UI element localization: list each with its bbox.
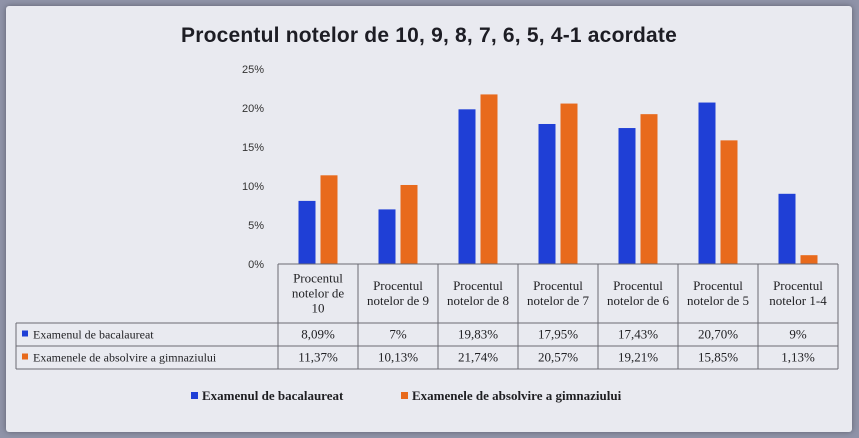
data-label: 17,95% bbox=[538, 327, 578, 342]
legend-key-1 bbox=[401, 392, 408, 399]
series-name: Examenul de bacalaureat bbox=[33, 328, 154, 342]
chart-frame: Procentul notelor de 10, 9, 8, 7, 6, 5, … bbox=[6, 6, 852, 432]
data-label: 15,85% bbox=[698, 350, 738, 365]
bar-bacalaureat-0 bbox=[298, 200, 316, 264]
bar-gimnaziu-1 bbox=[400, 184, 418, 264]
data-label: 19,21% bbox=[618, 350, 658, 365]
data-label: 21,74% bbox=[458, 350, 498, 365]
data-label: 8,09% bbox=[301, 327, 335, 342]
category-label: 10 bbox=[312, 301, 325, 316]
category-label: Procentul bbox=[773, 278, 823, 293]
series-name: Examenele de absolvire a gimnaziului bbox=[33, 351, 217, 365]
y-tick-label: 20% bbox=[242, 103, 264, 115]
category-label: notelor de 8 bbox=[447, 293, 509, 308]
category-label: notelor de 9 bbox=[367, 293, 429, 308]
bar-gimnaziu-3 bbox=[560, 103, 578, 264]
bar-gimnaziu-4 bbox=[640, 114, 658, 264]
bar-bacalaureat-3 bbox=[538, 123, 556, 265]
category-label: notelor de 6 bbox=[607, 293, 670, 308]
category-label: notelor de 7 bbox=[527, 293, 590, 308]
category-label: Procentul bbox=[293, 271, 343, 286]
data-label: 17,43% bbox=[618, 327, 658, 342]
category-label: notelor de 5 bbox=[687, 293, 749, 308]
data-label: 20,70% bbox=[698, 327, 738, 342]
series-key-0 bbox=[22, 330, 28, 337]
y-tick-label: 5% bbox=[248, 220, 264, 232]
bar-bacalaureat-6 bbox=[778, 193, 796, 264]
y-tick-label: 0% bbox=[248, 259, 264, 271]
data-label: 10,13% bbox=[378, 350, 418, 365]
data-label: 7% bbox=[389, 327, 407, 342]
data-label: 9% bbox=[789, 327, 807, 342]
y-tick-label: 15% bbox=[242, 142, 264, 154]
bar-bacalaureat-5 bbox=[698, 102, 716, 264]
bar-gimnaziu-0 bbox=[320, 175, 338, 264]
category-label: notelor 1-4 bbox=[769, 293, 827, 308]
category-label: Procentul bbox=[453, 278, 503, 293]
bar-gimnaziu-5 bbox=[720, 140, 738, 264]
series-key-1 bbox=[22, 353, 28, 360]
bar-gimnaziu-6 bbox=[800, 255, 818, 264]
data-label: 11,37% bbox=[298, 350, 338, 365]
legend-entry: Examenele de absolvire a gimnaziului bbox=[412, 388, 622, 403]
category-label: Procentul bbox=[373, 278, 423, 293]
y-tick-label: 10% bbox=[242, 181, 264, 193]
data-label: 19,83% bbox=[458, 327, 498, 342]
bar-gimnaziu-2 bbox=[480, 94, 498, 264]
bar-bacalaureat-4 bbox=[618, 128, 636, 264]
legend-key-0 bbox=[191, 392, 198, 399]
category-label: Procentul bbox=[533, 278, 583, 293]
bar-bacalaureat-2 bbox=[458, 109, 476, 265]
y-tick-label: 25% bbox=[242, 64, 264, 76]
category-label: Procentul bbox=[693, 278, 743, 293]
chart-title: Procentul notelor de 10, 9, 8, 7, 6, 5, … bbox=[181, 24, 677, 47]
category-label: notelor de bbox=[292, 286, 345, 301]
data-label: 20,57% bbox=[538, 350, 578, 365]
data-label: 1,13% bbox=[781, 350, 815, 365]
category-label: Procentul bbox=[613, 278, 663, 293]
bar-bacalaureat-1 bbox=[378, 209, 396, 264]
legend-entry: Examenul de bacalaureat bbox=[202, 388, 344, 403]
